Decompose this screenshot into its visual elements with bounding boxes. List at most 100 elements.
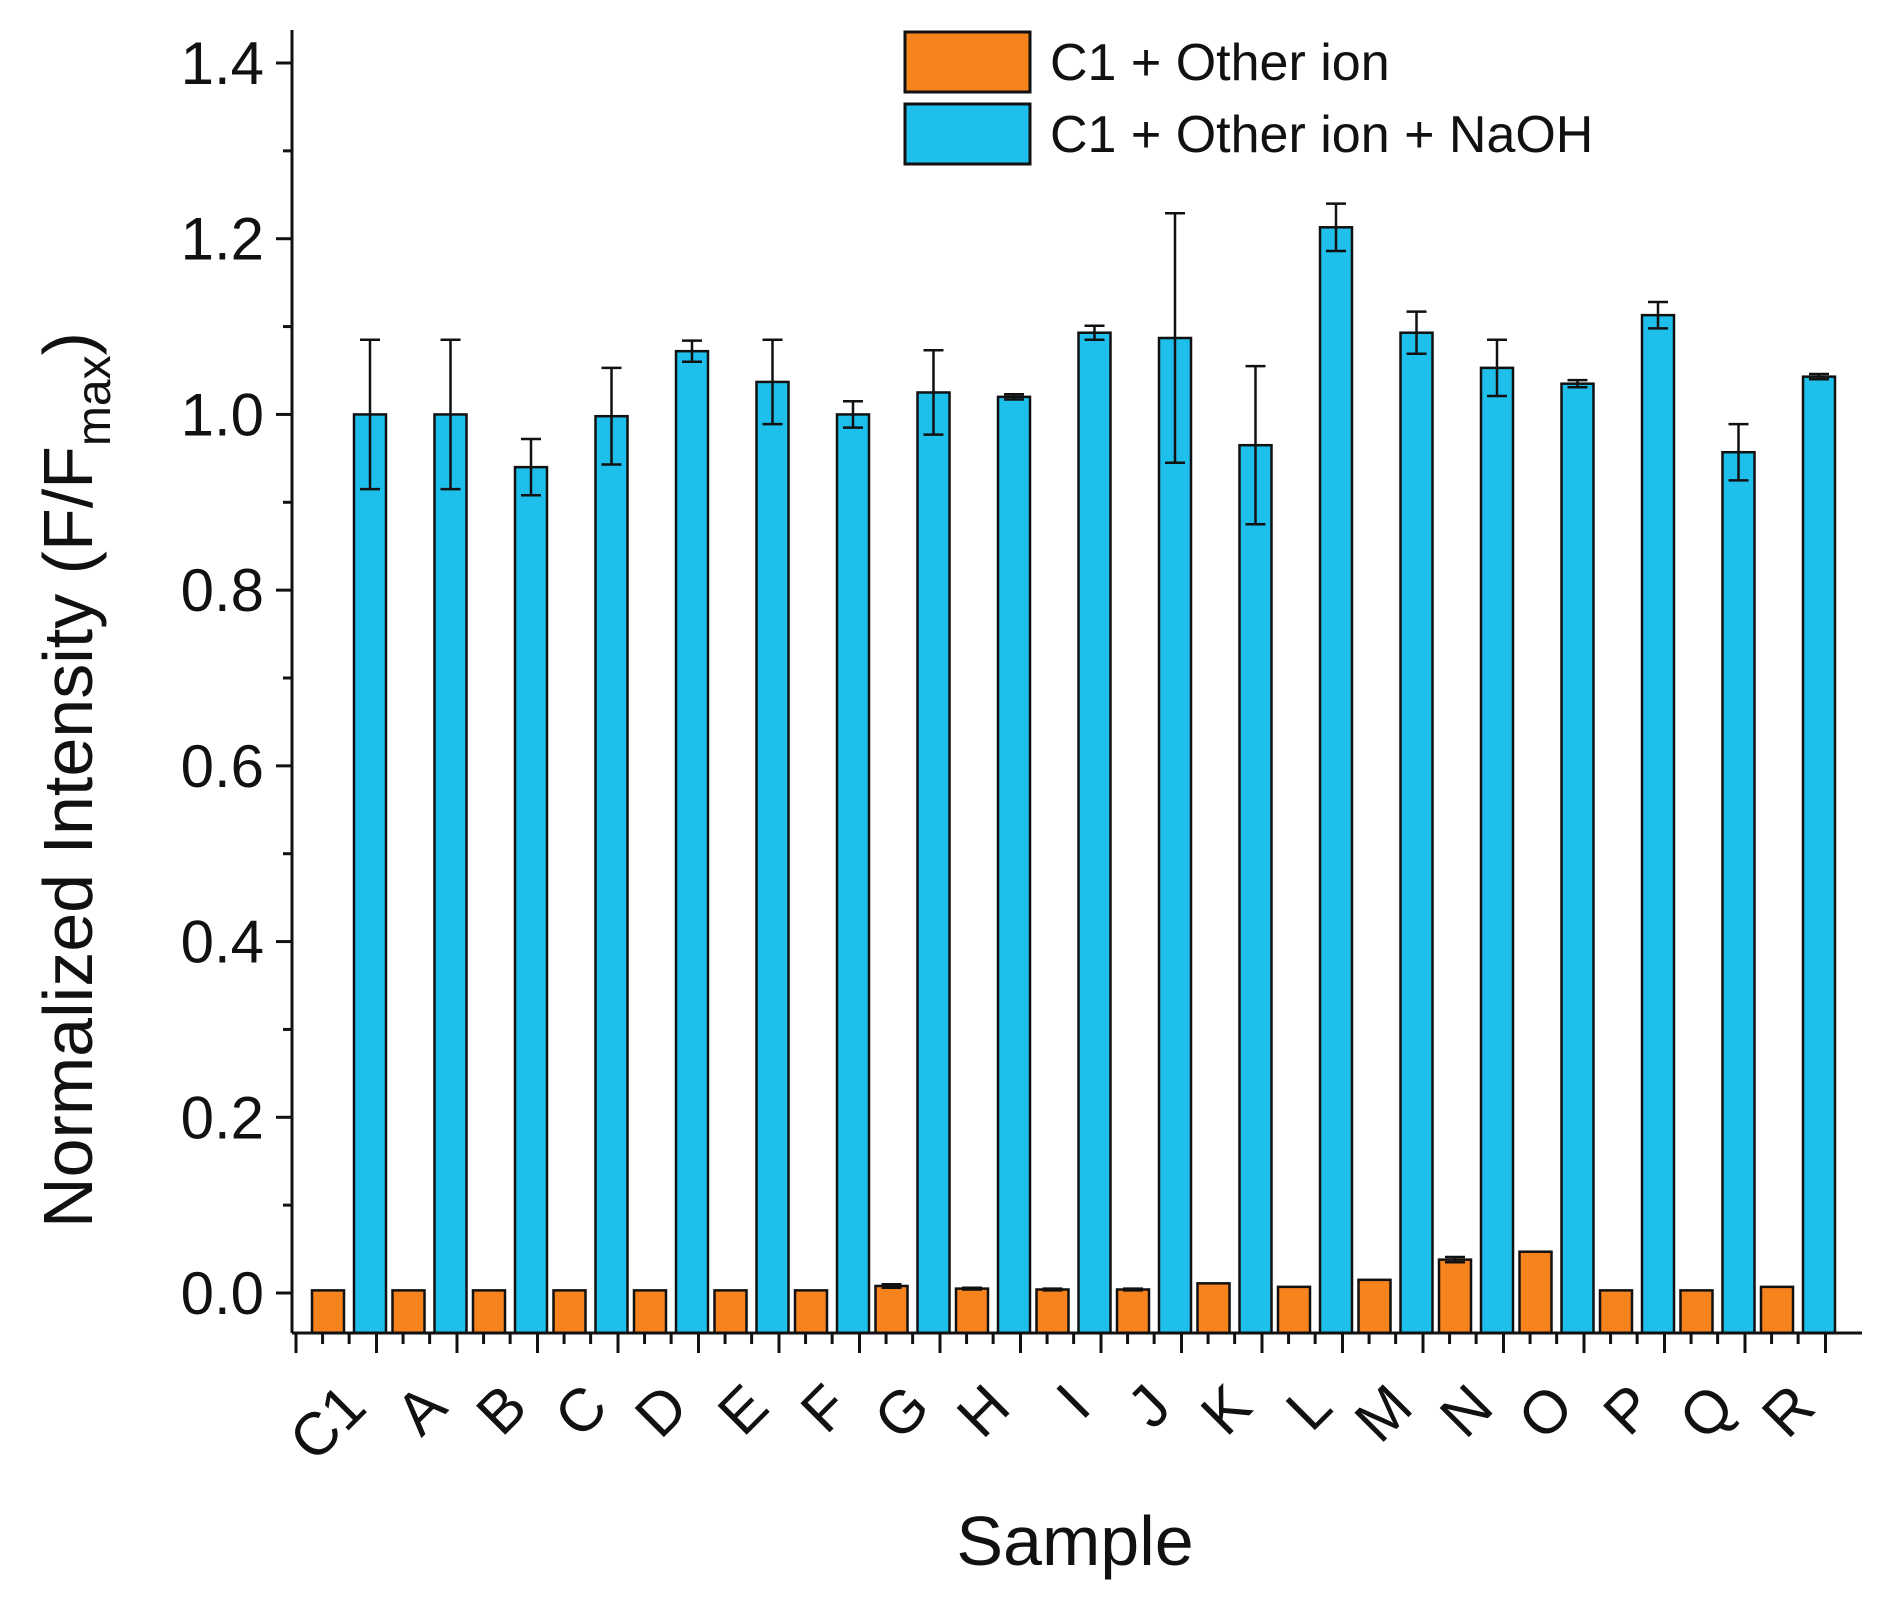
x-tick-label: C1	[277, 1372, 379, 1474]
bars	[310, 202, 1837, 1335]
bar-ion-k	[1196, 1282, 1231, 1335]
x-tick-label: C	[542, 1372, 620, 1450]
bar-ion-p	[1598, 1289, 1634, 1335]
error-bar	[923, 349, 944, 436]
bar-naoh-n	[1479, 366, 1515, 1335]
error-bar	[1445, 1255, 1465, 1264]
y-axis-title: Normalized Intensity (F/Fmax)	[29, 332, 121, 1228]
axes	[276, 30, 1862, 1353]
bar-ion-f	[793, 1289, 829, 1335]
x-tick-label: R	[1749, 1372, 1827, 1450]
x-tick-label: J	[1115, 1372, 1184, 1441]
bar-ion-i	[1035, 1288, 1070, 1335]
bar-ion-c1	[310, 1289, 346, 1335]
bar-ion-j	[1115, 1288, 1151, 1335]
bar-ion-m	[1357, 1278, 1392, 1335]
y-tick-label: 1.0	[181, 381, 264, 448]
error-bar	[843, 400, 863, 429]
error-bar	[682, 339, 702, 363]
y-tick-label: 1.2	[181, 206, 264, 273]
x-tick-label: I	[1044, 1372, 1103, 1431]
bar-ion-c	[552, 1289, 587, 1335]
y-tick-label: 0.2	[181, 1084, 264, 1151]
error-bar	[1004, 392, 1024, 401]
x-tick-label: A	[383, 1372, 459, 1448]
error-bar	[1042, 1287, 1063, 1292]
bar-naoh-b	[513, 465, 549, 1335]
error-bar	[1728, 422, 1749, 482]
error-bar	[601, 366, 622, 466]
error-bar	[1567, 378, 1588, 389]
bar-naoh-d	[674, 349, 710, 1335]
error-bar	[1123, 1287, 1143, 1292]
error-bar	[1487, 338, 1507, 398]
legend: C1 + Other ion C1 + Other ion + NaOH	[903, 30, 1593, 166]
x-tick-label: P	[1591, 1372, 1667, 1448]
bar-ion-q	[1679, 1289, 1714, 1335]
error-bar	[962, 1286, 982, 1291]
bar-ion-o	[1518, 1250, 1553, 1335]
error-bar	[521, 437, 541, 497]
x-tick-label: N	[1427, 1372, 1505, 1450]
bar-naoh-m	[1399, 331, 1434, 1335]
y-tick-label: 1.4	[181, 30, 264, 97]
y-axis-title-close: )	[29, 332, 107, 355]
error-bar	[1648, 300, 1668, 330]
error-bar	[1326, 202, 1346, 253]
y-tick-label: 0.6	[181, 733, 264, 800]
x-tick-label: E	[705, 1372, 781, 1448]
bar-naoh-h	[996, 395, 1032, 1335]
bar-ion-n	[1437, 1258, 1473, 1335]
bar-ion-b	[471, 1289, 507, 1335]
x-tick-label: H	[944, 1372, 1022, 1450]
x-tick-label: M	[1342, 1372, 1425, 1455]
error-bar	[762, 338, 783, 426]
x-tick-label: D	[622, 1372, 700, 1450]
error-bar	[1245, 364, 1266, 526]
bar-naoh-a	[433, 413, 468, 1335]
bar-ion-a	[391, 1289, 426, 1335]
bar-naoh-l	[1318, 226, 1354, 1335]
bar-naoh-j	[1157, 336, 1193, 1335]
legend-swatch-orange	[903, 30, 1032, 94]
legend-swatch-blue	[903, 102, 1032, 166]
error-bar	[1809, 372, 1829, 381]
bar-naoh-f	[835, 413, 871, 1335]
bar-naoh-r	[1801, 375, 1837, 1335]
x-tick-label: G	[861, 1372, 941, 1452]
error-bar	[881, 1282, 902, 1289]
error-bar	[1406, 310, 1427, 356]
x-tick-label: F	[788, 1372, 861, 1445]
x-tick-label: O	[1505, 1372, 1585, 1452]
y-tick-label: 0.8	[181, 557, 264, 624]
bar-naoh-p	[1640, 313, 1676, 1335]
bar-ion-d	[632, 1289, 668, 1335]
bar-naoh-k	[1238, 443, 1273, 1335]
y-axis-title-subscript: max	[68, 355, 121, 446]
error-bar	[1084, 324, 1105, 341]
error-bar	[1165, 211, 1185, 464]
bar-ion-r	[1759, 1285, 1795, 1335]
bar-ion-g	[874, 1284, 909, 1335]
x-tick-label: B	[464, 1372, 540, 1448]
x-axis-title: Sample	[956, 1502, 1193, 1580]
error-bar	[360, 338, 380, 491]
legend-label-blue: C1 + Other ion + NaOH	[1050, 106, 1593, 164]
bar-naoh-e	[755, 380, 790, 1335]
bar-naoh-q	[1721, 450, 1756, 1335]
bar-ion-l	[1276, 1285, 1312, 1335]
bar-ion-e	[713, 1289, 748, 1335]
x-tick-label: Q	[1666, 1372, 1746, 1452]
bar-naoh-c1	[352, 413, 388, 1335]
y-tick-label: 0.4	[181, 909, 264, 976]
legend-label-orange: C1 + Other ion	[1050, 34, 1390, 92]
bar-ion-h	[954, 1287, 990, 1335]
error-bar	[440, 338, 461, 491]
y-tick-label: 0.0	[181, 1260, 264, 1327]
bar-naoh-c	[594, 414, 629, 1335]
y-axis-title-main: Normalized Intensity (F/F	[29, 446, 107, 1228]
bar-naoh-g	[916, 391, 951, 1335]
bar-naoh-i	[1077, 331, 1112, 1335]
x-tick-label: K	[1188, 1372, 1264, 1448]
